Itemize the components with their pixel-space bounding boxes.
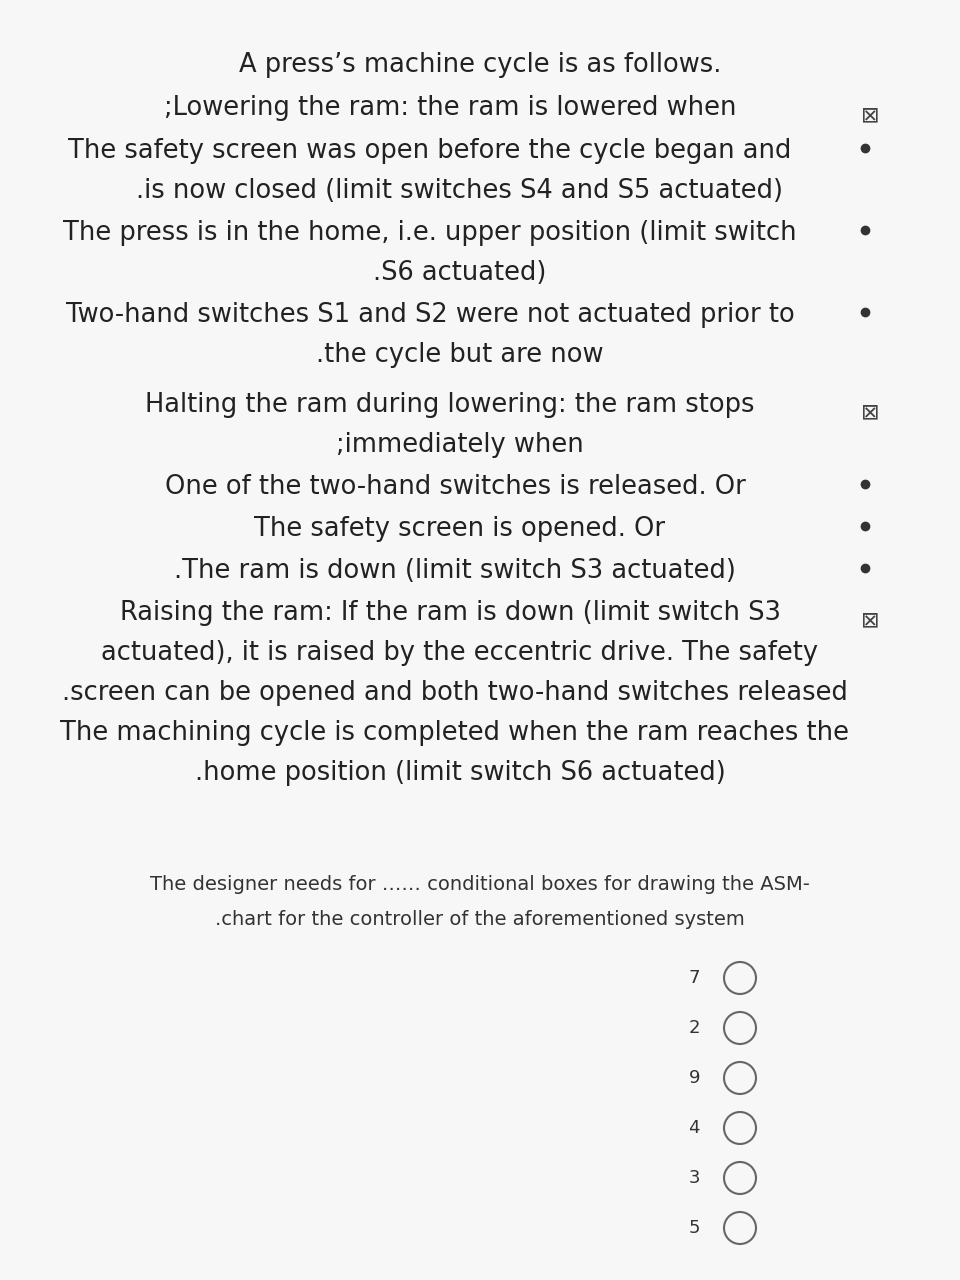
Text: 2: 2 [688, 1019, 700, 1037]
Text: A press’s machine cycle is as follows.: A press’s machine cycle is as follows. [239, 52, 721, 78]
Text: ;Lowering the ram: the ram is lowered when: ;Lowering the ram: the ram is lowered wh… [164, 95, 736, 122]
Text: .chart for the controller of the aforementioned system: .chart for the controller of the aforeme… [215, 910, 745, 929]
Text: .The ram is down (limit switch S3 actuated): .The ram is down (limit switch S3 actuat… [174, 558, 736, 584]
Text: The machining cycle is completed when the ram reaches the: The machining cycle is completed when th… [60, 719, 850, 746]
Text: Halting the ram during lowering: the ram stops: Halting the ram during lowering: the ram… [145, 392, 755, 419]
Text: ⊠: ⊠ [861, 611, 879, 630]
Text: .S6 actuated): .S6 actuated) [373, 260, 546, 285]
Text: One of the two-hand switches is released. Or: One of the two-hand switches is released… [164, 474, 745, 500]
Text: .is now closed (limit switches S4 and S5 actuated): .is now closed (limit switches S4 and S5… [136, 178, 783, 204]
Text: 5: 5 [688, 1219, 700, 1236]
Text: 3: 3 [688, 1169, 700, 1187]
Text: 4: 4 [688, 1119, 700, 1137]
Text: The safety screen was open before the cycle began and: The safety screen was open before the cy… [68, 138, 792, 164]
Text: ⊠: ⊠ [861, 105, 879, 125]
Text: ;immediately when: ;immediately when [336, 431, 584, 458]
Text: The safety screen is opened. Or: The safety screen is opened. Or [254, 516, 665, 541]
Text: actuated), it is raised by the eccentric drive. The safety: actuated), it is raised by the eccentric… [102, 640, 819, 666]
Text: .the cycle but are now: .the cycle but are now [316, 342, 604, 369]
Text: ⊠: ⊠ [861, 402, 879, 422]
Text: .screen can be opened and both two-hand switches released: .screen can be opened and both two-hand … [62, 680, 848, 707]
Text: The designer needs for …… conditional boxes for drawing the ASM-: The designer needs for …… conditional bo… [150, 876, 810, 893]
Text: Two-hand switches S1 and S2 were not actuated prior to: Two-hand switches S1 and S2 were not act… [65, 302, 794, 328]
Text: The press is in the home, i.e. upper position (limit switch: The press is in the home, i.e. upper pos… [63, 220, 797, 246]
Text: 9: 9 [688, 1069, 700, 1087]
Text: .home position (limit switch S6 actuated): .home position (limit switch S6 actuated… [195, 760, 726, 786]
Text: 7: 7 [688, 969, 700, 987]
Text: Raising the ram: If the ram is down (limit switch S3: Raising the ram: If the ram is down (lim… [119, 600, 780, 626]
